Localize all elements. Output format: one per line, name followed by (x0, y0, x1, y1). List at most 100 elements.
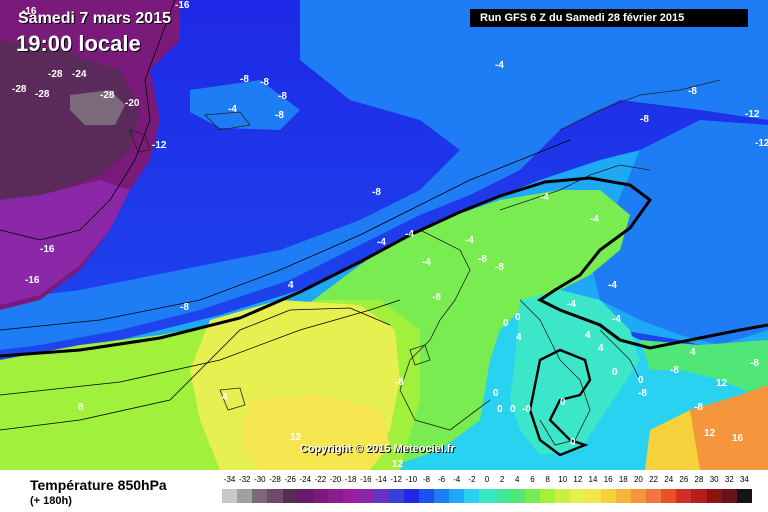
isotherm-value-label: -8 (478, 254, 487, 265)
scale-label: -4 (453, 475, 461, 484)
isotherm-value-label: -4 (495, 60, 504, 71)
isotherm-value-label: 8 (78, 402, 84, 413)
scale-swatch (585, 489, 601, 503)
scale-swatch (358, 489, 374, 503)
scale-swatch (509, 489, 525, 503)
scale-label: -10 (405, 475, 418, 484)
scale-swatch (222, 489, 238, 503)
scale-label: -18 (344, 475, 357, 484)
isotherm-value-label: -28 (100, 90, 115, 101)
scale-swatch (282, 489, 298, 503)
isotherm-plus4 (0, 299, 401, 396)
isotherm-value-label: -12 (152, 140, 167, 151)
isotherm-value-label: -20 (125, 98, 140, 109)
scale-swatch (494, 489, 510, 503)
isotherm-value-label: -12 (755, 138, 768, 149)
scale-label: -20 (329, 475, 342, 484)
scale-swatch (418, 489, 434, 503)
copyright-notice: Copyright © 2015 Meteociel.fr (300, 443, 455, 455)
isotherm-value-label: -16 (25, 275, 40, 286)
isotherm-value-label: -28 (35, 89, 50, 100)
isotherm-value-label: 12 (716, 378, 728, 389)
field-title: Température 850hPa (30, 477, 167, 493)
isotherm-value-label: 4 (598, 343, 604, 354)
isotherm-value-label: -4 (228, 104, 237, 115)
isotherm-value-label: -4 (567, 299, 576, 310)
isotherm-value-label: -8 (180, 302, 189, 313)
scale-label: -2 (468, 475, 476, 484)
isotherm-value-label: -12 (745, 109, 760, 120)
model-run-label: Run GFS 6 Z du Samedi 28 février 2015 (470, 9, 748, 27)
isotherm-value-label: -4 (540, 192, 549, 203)
isotherm-value-label: 4 (222, 392, 228, 403)
polar-core (0, 40, 140, 205)
scale-label: 12 (573, 475, 583, 484)
isotherm-value-label: -16 (175, 0, 190, 11)
scale-label: -8 (422, 475, 430, 484)
isotherm-value-label: -0 (522, 404, 531, 415)
green-east (640, 340, 768, 400)
isotherm-value-label: -16 (22, 6, 37, 17)
isotherm-value-label: -4 (465, 235, 474, 246)
scale-label: -34 (223, 475, 236, 484)
isotherm-value-label: 0 (560, 397, 566, 408)
isotherm-labels: -16-16-28 -24-28 -28 -28-20-12-16-16-8 -8-8-… (12, 0, 768, 470)
isotherm-value-label: 0 (638, 375, 644, 386)
scale-label: -6 (438, 475, 446, 484)
forecast-time: 19:00 locale (16, 31, 141, 56)
isotherm-value-label: -8 (275, 110, 284, 121)
scale-swatch (479, 489, 495, 503)
scale-label: 34 (739, 475, 749, 484)
scale-swatch (433, 489, 450, 503)
scale-swatch (267, 489, 283, 503)
isotherm-value-label: 0 (515, 312, 521, 323)
scale-label: 6 (530, 475, 535, 484)
isotherm-value-label: 16 (732, 433, 744, 444)
isotherm-value-label: -8 (694, 402, 703, 413)
isotherm-minus8 (0, 139, 571, 331)
scale-label: -22 (314, 475, 327, 484)
scale-swatch (524, 489, 540, 503)
scale-label: -32 (238, 475, 251, 484)
isotherm-value-label: 4 (585, 330, 591, 341)
scale-swatch (327, 489, 344, 503)
isotherm-value-label: -8 (640, 114, 649, 125)
isotherm-value-label: 12 (392, 459, 404, 470)
scale-swatch (252, 489, 268, 503)
scale-label: 28 (694, 475, 704, 484)
scale-swatch (600, 489, 616, 503)
scale-swatch (615, 489, 631, 503)
scale-swatch (570, 489, 586, 503)
scale-label: -30 (254, 475, 266, 484)
isotherm-value-label: -4 (377, 237, 386, 248)
isotherm-value-label: -8 (688, 86, 697, 97)
isotherm-value-label: -16 (40, 244, 55, 255)
isotherm-value-label: -8 (395, 377, 404, 388)
isotherm-value-label: -8 (278, 91, 287, 102)
isotherm-value-label: -24 (72, 69, 87, 80)
scale-label: 26 (679, 475, 689, 484)
isotherm-value-label: 0 (497, 404, 503, 415)
freezing-isotherm (0, 176, 768, 358)
scale-swatch (736, 489, 752, 503)
scale-swatch (343, 489, 359, 503)
scale-label: 32 (724, 475, 734, 484)
scale-label: 2 (499, 475, 505, 484)
scale-label: 0 (484, 475, 490, 484)
warm-core-peach (240, 395, 390, 470)
scale-label: -24 (299, 475, 312, 484)
isotherm-value-label: -4 (612, 314, 621, 325)
isotherm-value-label: -28 (48, 69, 63, 80)
color-scale: -34 -32 -30 -28 -26 -24 -22 -20 -18 -16 -14 -12 -10-… (222, 475, 752, 509)
scale-label: 4 (515, 475, 520, 484)
scale-label: 8 (545, 475, 550, 484)
isotherm-value-label: -8 (638, 388, 647, 399)
color-scale-bar (222, 489, 752, 503)
scale-swatch (312, 489, 328, 503)
forecast-date: Samedi 7 mars 2015 (18, 10, 171, 27)
east-cold-air (590, 120, 768, 345)
band-minus8 (0, 0, 768, 350)
warm-southeast-yellow (645, 410, 700, 470)
isotherm-value-label: -4 (590, 214, 599, 225)
